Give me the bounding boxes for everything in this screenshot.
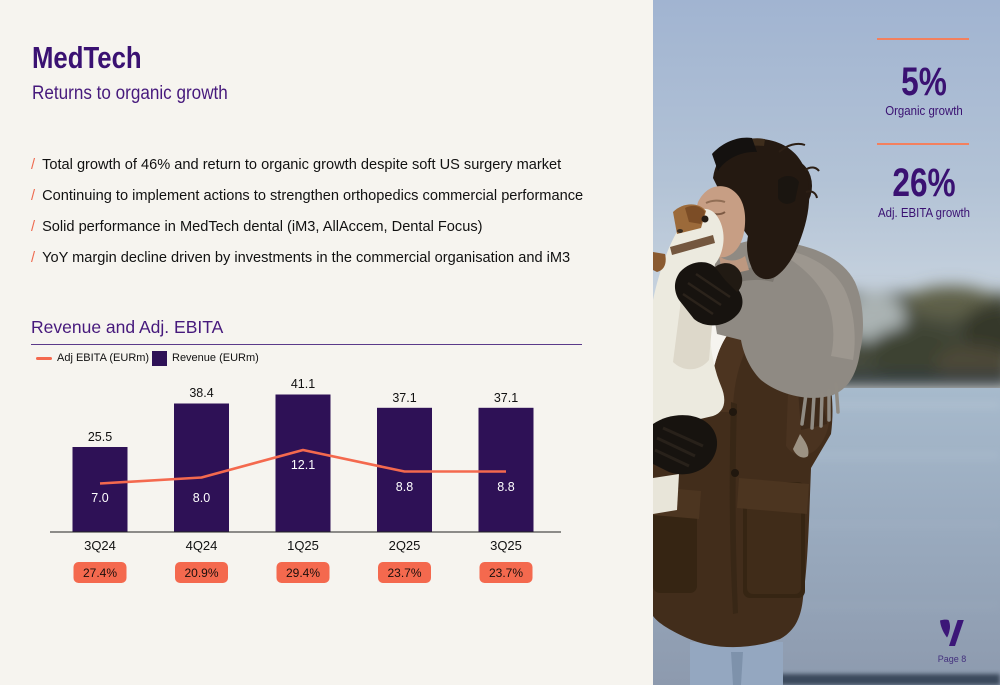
svg-text:8.8: 8.8: [497, 480, 514, 494]
svg-text:23.7%: 23.7%: [489, 566, 523, 580]
svg-text:41.1: 41.1: [291, 377, 315, 391]
svg-text:7.0: 7.0: [91, 491, 108, 505]
svg-text:3Q24: 3Q24: [84, 538, 116, 553]
svg-text:27.4%: 27.4%: [83, 566, 117, 580]
svg-text:3Q25: 3Q25: [490, 538, 522, 553]
svg-text:38.4: 38.4: [189, 386, 213, 400]
svg-text:37.1: 37.1: [392, 391, 416, 405]
svg-text:37.1: 37.1: [494, 391, 518, 405]
svg-text:1Q25: 1Q25: [287, 538, 319, 553]
svg-text:12.1: 12.1: [291, 458, 315, 472]
svg-text:4Q24: 4Q24: [186, 538, 218, 553]
svg-text:23.7%: 23.7%: [387, 566, 421, 580]
svg-text:8.0: 8.0: [193, 491, 210, 505]
svg-text:8.8: 8.8: [396, 480, 413, 494]
svg-text:29.4%: 29.4%: [286, 566, 320, 580]
svg-text:2Q25: 2Q25: [389, 538, 421, 553]
svg-text:25.5: 25.5: [88, 430, 112, 444]
svg-text:20.9%: 20.9%: [184, 566, 218, 580]
